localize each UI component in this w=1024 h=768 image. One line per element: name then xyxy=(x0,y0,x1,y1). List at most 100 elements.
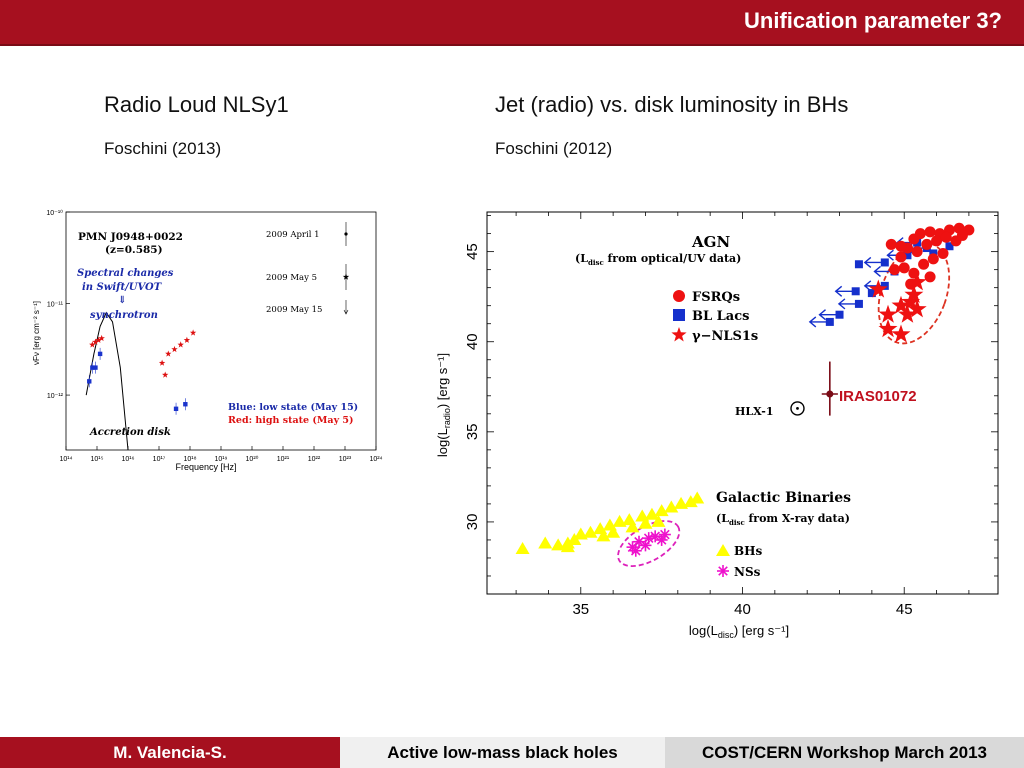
bh-point xyxy=(515,541,530,554)
high-state-point xyxy=(171,345,178,353)
sed-x-tick-label: 10¹⁹ xyxy=(214,456,227,463)
bh-point xyxy=(606,525,621,538)
high-state-point xyxy=(98,334,105,342)
footer-event: COST/CERN Workshop March 2013 xyxy=(665,737,1024,768)
sed-epoch-2: 2009 May 5 xyxy=(266,273,317,283)
bh-point xyxy=(674,496,689,509)
bllac-point xyxy=(851,287,860,296)
fsrq-point xyxy=(937,247,949,259)
low-state-point xyxy=(87,379,92,384)
bh-point xyxy=(538,536,553,549)
left-column-title: Radio Loud NLSy1 xyxy=(104,92,289,117)
sed-chart: 10¹⁴ 10¹⁵ 10¹⁶ 10¹⁷ 10¹⁸ 10¹⁹ 10²⁰ 10²¹ 10²² 10²³… xyxy=(32,209,383,472)
bh-point xyxy=(596,529,611,542)
ns-point xyxy=(658,528,671,541)
sed-x-tick-label: 10¹⁵ xyxy=(90,456,103,463)
agn-legend-title: AGN xyxy=(691,233,730,251)
iras01072-marker xyxy=(826,390,834,398)
bllac-point xyxy=(903,251,912,260)
luminosity-chart: 35 40 45 30 35 40 45 AGN (Ldisc from optical/U… xyxy=(435,211,999,640)
sed-x-label: Frequency [Hz] xyxy=(175,462,236,472)
high-state-point xyxy=(89,341,96,348)
fsrq-point xyxy=(911,246,923,258)
high-state-point xyxy=(177,341,184,348)
ns-point xyxy=(629,544,642,557)
legend-ns-label: NSs xyxy=(734,565,761,579)
lum-y-label: log(Lradio) [erg s⁻¹] xyxy=(435,353,452,457)
low-state-point xyxy=(173,406,179,412)
bllac-point xyxy=(854,260,863,269)
sed-low-state-label: Blue: low state (May 15) xyxy=(228,402,358,413)
sed-y-tick-label: 10⁻¹⁰ xyxy=(46,209,63,217)
legend-fsrq-label: FSRQs xyxy=(692,290,740,305)
bllac-point xyxy=(880,258,889,267)
fsrq-point xyxy=(931,235,943,247)
legend-bh-label: BHs xyxy=(734,544,762,558)
bllac-point xyxy=(867,289,876,298)
sed-x-tick-label: 10²³ xyxy=(339,456,352,463)
fsrq-point xyxy=(940,231,952,243)
bh-point xyxy=(573,527,588,540)
slide-title: Unification parameter 3? xyxy=(744,8,1002,33)
bh-point xyxy=(654,504,669,517)
nls1-point xyxy=(878,319,898,338)
agn-legend: AGN (Ldisc from optical/UV data) FSRQs B… xyxy=(575,233,758,344)
sed-spectral-line3: synchrotron xyxy=(90,310,158,321)
fsrq-point xyxy=(924,226,936,238)
sed-epoch-1: 2009 April 1 xyxy=(266,230,320,240)
bllac-point xyxy=(825,317,834,326)
sed-redshift: (z=0.585) xyxy=(105,244,163,256)
sed-epoch-legend: 2009 April 1 2009 May 5 2009 May 15 xyxy=(266,230,322,315)
bh-point xyxy=(583,525,598,538)
bllac-point xyxy=(854,299,863,308)
low-state-point xyxy=(183,402,188,407)
low-state-point xyxy=(93,365,98,370)
sed-source-name: PMN J0948+0022 xyxy=(78,231,183,243)
galactic-legend-subtitle: (Ldisc from X-ray data) xyxy=(716,512,850,527)
sed-x-tick-label: 10²⁰ xyxy=(246,455,259,463)
low-state-point xyxy=(97,351,103,357)
footer-topic: Active low-mass black holes xyxy=(340,737,665,768)
sed-spectral-line2: in Swift/UVOT xyxy=(82,282,163,293)
sed-x-tick-label: 10¹⁷ xyxy=(153,456,166,463)
high-state-point xyxy=(92,338,99,345)
fsrq-point xyxy=(921,238,933,250)
nls1-point xyxy=(891,324,911,343)
nls1-point xyxy=(907,272,927,291)
footer: M. Valencia-S. Active low-mass black hol… xyxy=(0,737,1024,768)
bllac-point xyxy=(835,310,844,319)
fsrq-point xyxy=(918,258,930,270)
nls1-point xyxy=(907,299,927,318)
galactic-legend-title: Galactic Binaries xyxy=(716,490,851,506)
bllac-point xyxy=(880,281,889,290)
lum-y-tick-label: 35 xyxy=(464,423,481,440)
lum-y-tick-label: 30 xyxy=(464,514,481,531)
legend-nls1-label: γ−NLS1s xyxy=(692,329,758,344)
sed-x-tick-label: 10¹⁸ xyxy=(183,456,196,463)
fsrq-point xyxy=(924,271,936,283)
nls1-point xyxy=(878,304,898,323)
ns-point xyxy=(639,539,652,552)
high-state-point xyxy=(162,371,169,378)
bllac-point xyxy=(945,242,954,251)
sed-spectral-arrow: ⇓ xyxy=(118,295,126,306)
fsrq-point xyxy=(898,262,910,274)
sed-y-tick-label: 10⁻¹¹ xyxy=(47,302,64,309)
lum-plot-frame xyxy=(486,211,999,595)
right-column-citation: Foschini (2012) xyxy=(495,139,613,158)
fsrq-point xyxy=(956,229,968,241)
fsrq-point xyxy=(927,253,939,265)
lum-x-tick-label: 40 xyxy=(734,601,751,618)
galactic-legend: Galactic Binaries (Ldisc from X-ray data… xyxy=(716,490,851,579)
lum-x-label: log(Ldisc) [erg s⁻¹] xyxy=(689,623,789,640)
low-state-point xyxy=(90,365,95,370)
fsrq-point xyxy=(895,251,907,263)
epoch-3-marker xyxy=(343,309,349,315)
ns-point xyxy=(649,530,662,543)
high-state-point xyxy=(165,350,172,357)
sed-disk-label: Accretion disk xyxy=(89,427,171,438)
sed-x-tick-label: 10²⁴ xyxy=(369,456,382,463)
hlx1-marker-dot xyxy=(796,407,799,410)
bh-point xyxy=(638,516,653,529)
left-column-citation: Foschini (2013) xyxy=(104,139,222,158)
